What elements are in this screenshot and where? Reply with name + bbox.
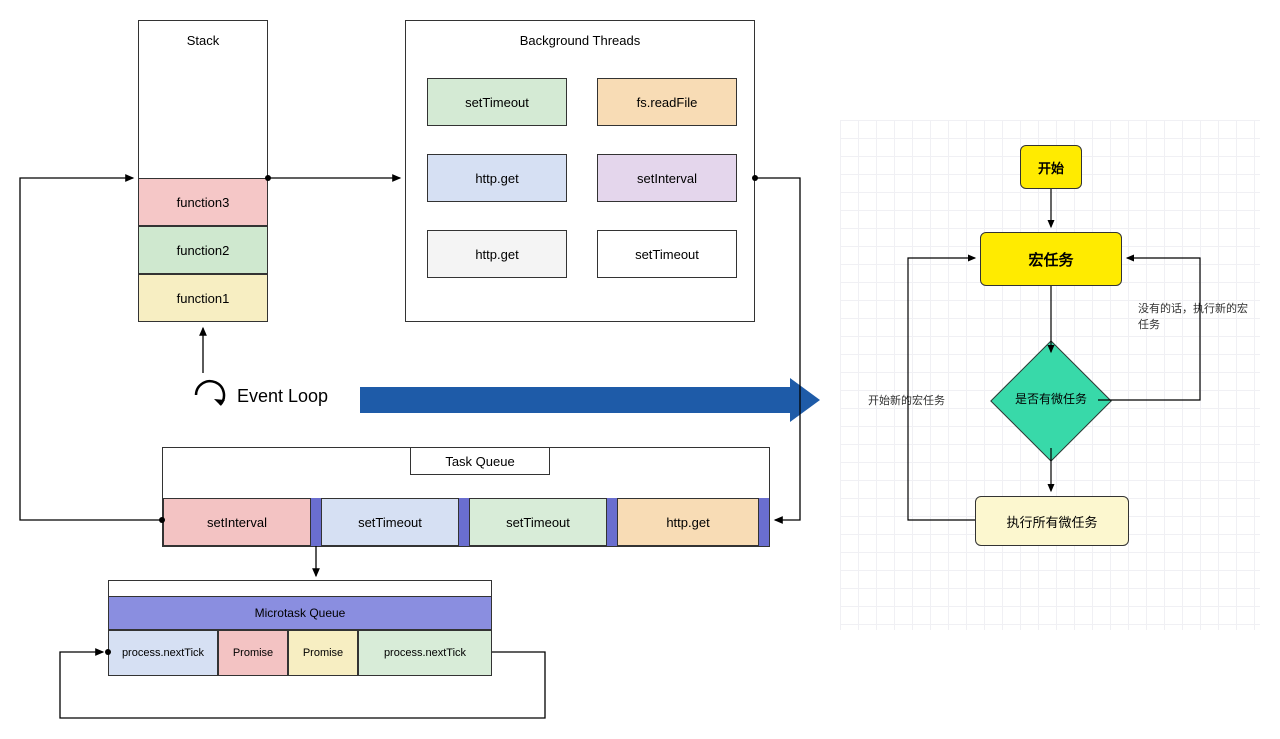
- microtask-item: Promise: [288, 630, 358, 676]
- flow-macro-label: 宏任务: [1028, 249, 1073, 270]
- bgthread-cell: setTimeout: [427, 78, 567, 126]
- bgthreads-title: Background Threads: [520, 33, 640, 48]
- flow-decision-label: 是否有微任务: [1015, 390, 1087, 407]
- microtask-label: Promise: [233, 647, 273, 659]
- stack-item-label: function3: [177, 195, 230, 210]
- microtask-item: Promise: [218, 630, 288, 676]
- bgthread-label: http.get: [475, 171, 518, 186]
- task-divider: [459, 498, 469, 546]
- taskqueue-title: Task Queue: [445, 454, 514, 469]
- big-arrow-shaft: [360, 387, 790, 413]
- bgthread-cell: setTimeout: [597, 230, 737, 278]
- stack-item-f2: function2: [138, 226, 268, 274]
- bgthread-cell: setInterval: [597, 154, 737, 202]
- bgthread-label: setInterval: [637, 171, 697, 186]
- stack-item-label: function1: [177, 291, 230, 306]
- bgthread-cell: fs.readFile: [597, 78, 737, 126]
- microtask-label: process.nextTick: [122, 647, 204, 659]
- task-item: setTimeout: [469, 498, 607, 546]
- taskqueue-title-box: Task Queue: [410, 447, 550, 475]
- flow-start-label: 开始: [1038, 158, 1064, 177]
- stack-item-f1: function1: [138, 274, 268, 322]
- microtask-item: process.nextTick: [108, 630, 218, 676]
- bgthread-label: setTimeout: [635, 247, 699, 262]
- big-arrow: [360, 378, 820, 422]
- task-divider: [759, 498, 769, 546]
- flow-edge-left-label: 开始新的宏任务: [868, 392, 945, 408]
- task-item: setInterval: [163, 498, 311, 546]
- microtask-banner: Microtask Queue: [108, 596, 492, 630]
- task-divider: [311, 498, 321, 546]
- flow-start: 开始: [1020, 145, 1082, 189]
- flow-macro: 宏任务: [980, 232, 1122, 286]
- stack-item-f3: function3: [138, 178, 268, 226]
- event-loop-label: Event Loop: [237, 386, 328, 407]
- task-item: http.get: [617, 498, 759, 546]
- bgthread-label: fs.readFile: [637, 95, 698, 110]
- task-label: http.get: [666, 515, 709, 530]
- flow-edge-right-label: 没有的话，执行新的宏任务: [1138, 300, 1258, 332]
- bgthread-cell: http.get: [427, 154, 567, 202]
- microtask-label: process.nextTick: [384, 647, 466, 659]
- task-label: setInterval: [207, 515, 267, 530]
- bgthread-label: setTimeout: [465, 95, 529, 110]
- task-divider: [607, 498, 617, 546]
- task-item: setTimeout: [321, 498, 459, 546]
- stack-item-label: function2: [177, 243, 230, 258]
- microtask-title: Microtask Queue: [255, 606, 346, 620]
- task-label: setTimeout: [506, 515, 570, 530]
- big-arrow-head: [790, 378, 820, 422]
- stack-title: Stack: [187, 33, 220, 48]
- microtask-item: process.nextTick: [358, 630, 492, 676]
- bgthread-cell: http.get: [427, 230, 567, 278]
- task-label: setTimeout: [358, 515, 422, 530]
- flow-decision-label-wrap: 是否有微任务: [986, 386, 1116, 410]
- bgthread-label: http.get: [475, 247, 518, 262]
- microtask-label: Promise: [303, 647, 343, 659]
- microtask-header-white: [108, 580, 492, 596]
- flow-exec-label: 执行所有微任务: [1006, 512, 1097, 531]
- flow-exec: 执行所有微任务: [975, 496, 1129, 546]
